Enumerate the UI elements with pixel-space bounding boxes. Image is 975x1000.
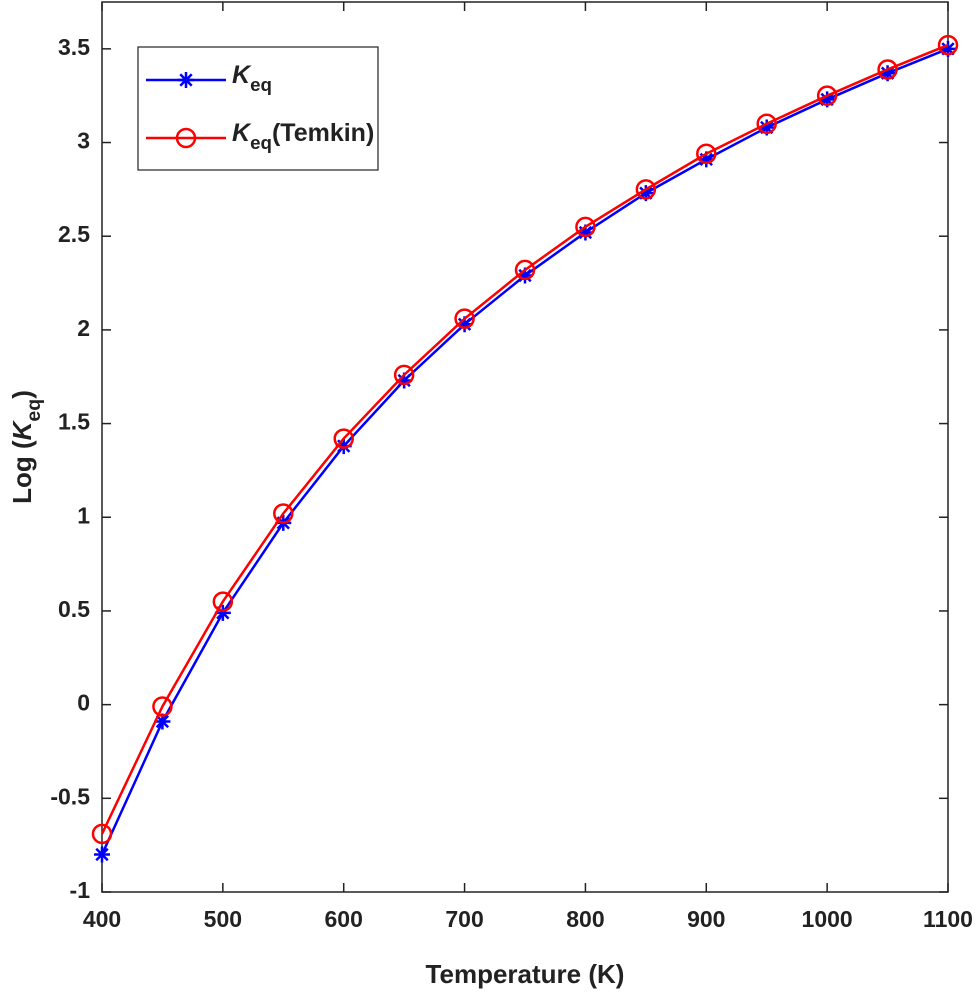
y-tick-label: 3.5 (58, 34, 90, 60)
legend-label: Keq (232, 61, 272, 96)
marker (212, 591, 234, 612)
marker (214, 604, 231, 621)
marker (940, 40, 956, 57)
x-tick-label: 500 (204, 906, 242, 932)
marker (696, 143, 717, 165)
marker (152, 696, 173, 717)
marker (937, 34, 959, 56)
marker (756, 113, 777, 135)
marker (698, 151, 715, 168)
legend-box (137, 46, 379, 171)
x-tick-label: 400 (83, 906, 121, 932)
y-tick-label: 1.5 (58, 409, 90, 435)
legend-marker (175, 127, 197, 149)
x-tick-label: 1100 (923, 906, 973, 932)
x-tick-label: 600 (325, 906, 363, 932)
marker (154, 713, 171, 730)
marker (273, 503, 294, 524)
y-tick-label: 0 (77, 690, 90, 716)
marker (879, 65, 896, 82)
y-tick-label: -1 (70, 877, 91, 903)
x-tick-label: 700 (445, 906, 483, 932)
y-tick-label: 2.5 (58, 221, 90, 247)
marker (575, 216, 596, 238)
x-tick-label: 800 (566, 906, 604, 932)
series-line (100, 43, 949, 835)
y-axis-title: Log (Keq) (7, 390, 45, 504)
marker (514, 259, 536, 281)
marker (819, 91, 836, 108)
marker (456, 316, 473, 333)
marker (637, 185, 654, 202)
marker (758, 119, 775, 136)
marker (91, 823, 113, 845)
marker (396, 372, 413, 389)
marker (333, 428, 354, 449)
x-tick-label: 1000 (802, 906, 853, 932)
marker (816, 85, 838, 106)
legend-label: Keq(Temkin) (232, 119, 374, 154)
plot-frame (101, 1, 949, 893)
marker (335, 438, 352, 455)
marker (94, 846, 110, 863)
marker (577, 224, 594, 241)
y-tick-label: 0.5 (58, 596, 90, 622)
x-axis-title: Temperature (K) (426, 959, 625, 989)
y-tick-label: 3 (77, 128, 90, 154)
legend-marker (178, 72, 194, 88)
marker (517, 267, 533, 284)
marker (877, 59, 898, 80)
y-tick-label: -0.5 (50, 783, 90, 809)
x-tick-label: 900 (687, 906, 725, 932)
y-tick-label: 1 (77, 502, 90, 528)
marker (393, 364, 415, 386)
y-tick-label: 2 (77, 315, 90, 341)
marker (454, 308, 475, 329)
marker (635, 179, 657, 200)
